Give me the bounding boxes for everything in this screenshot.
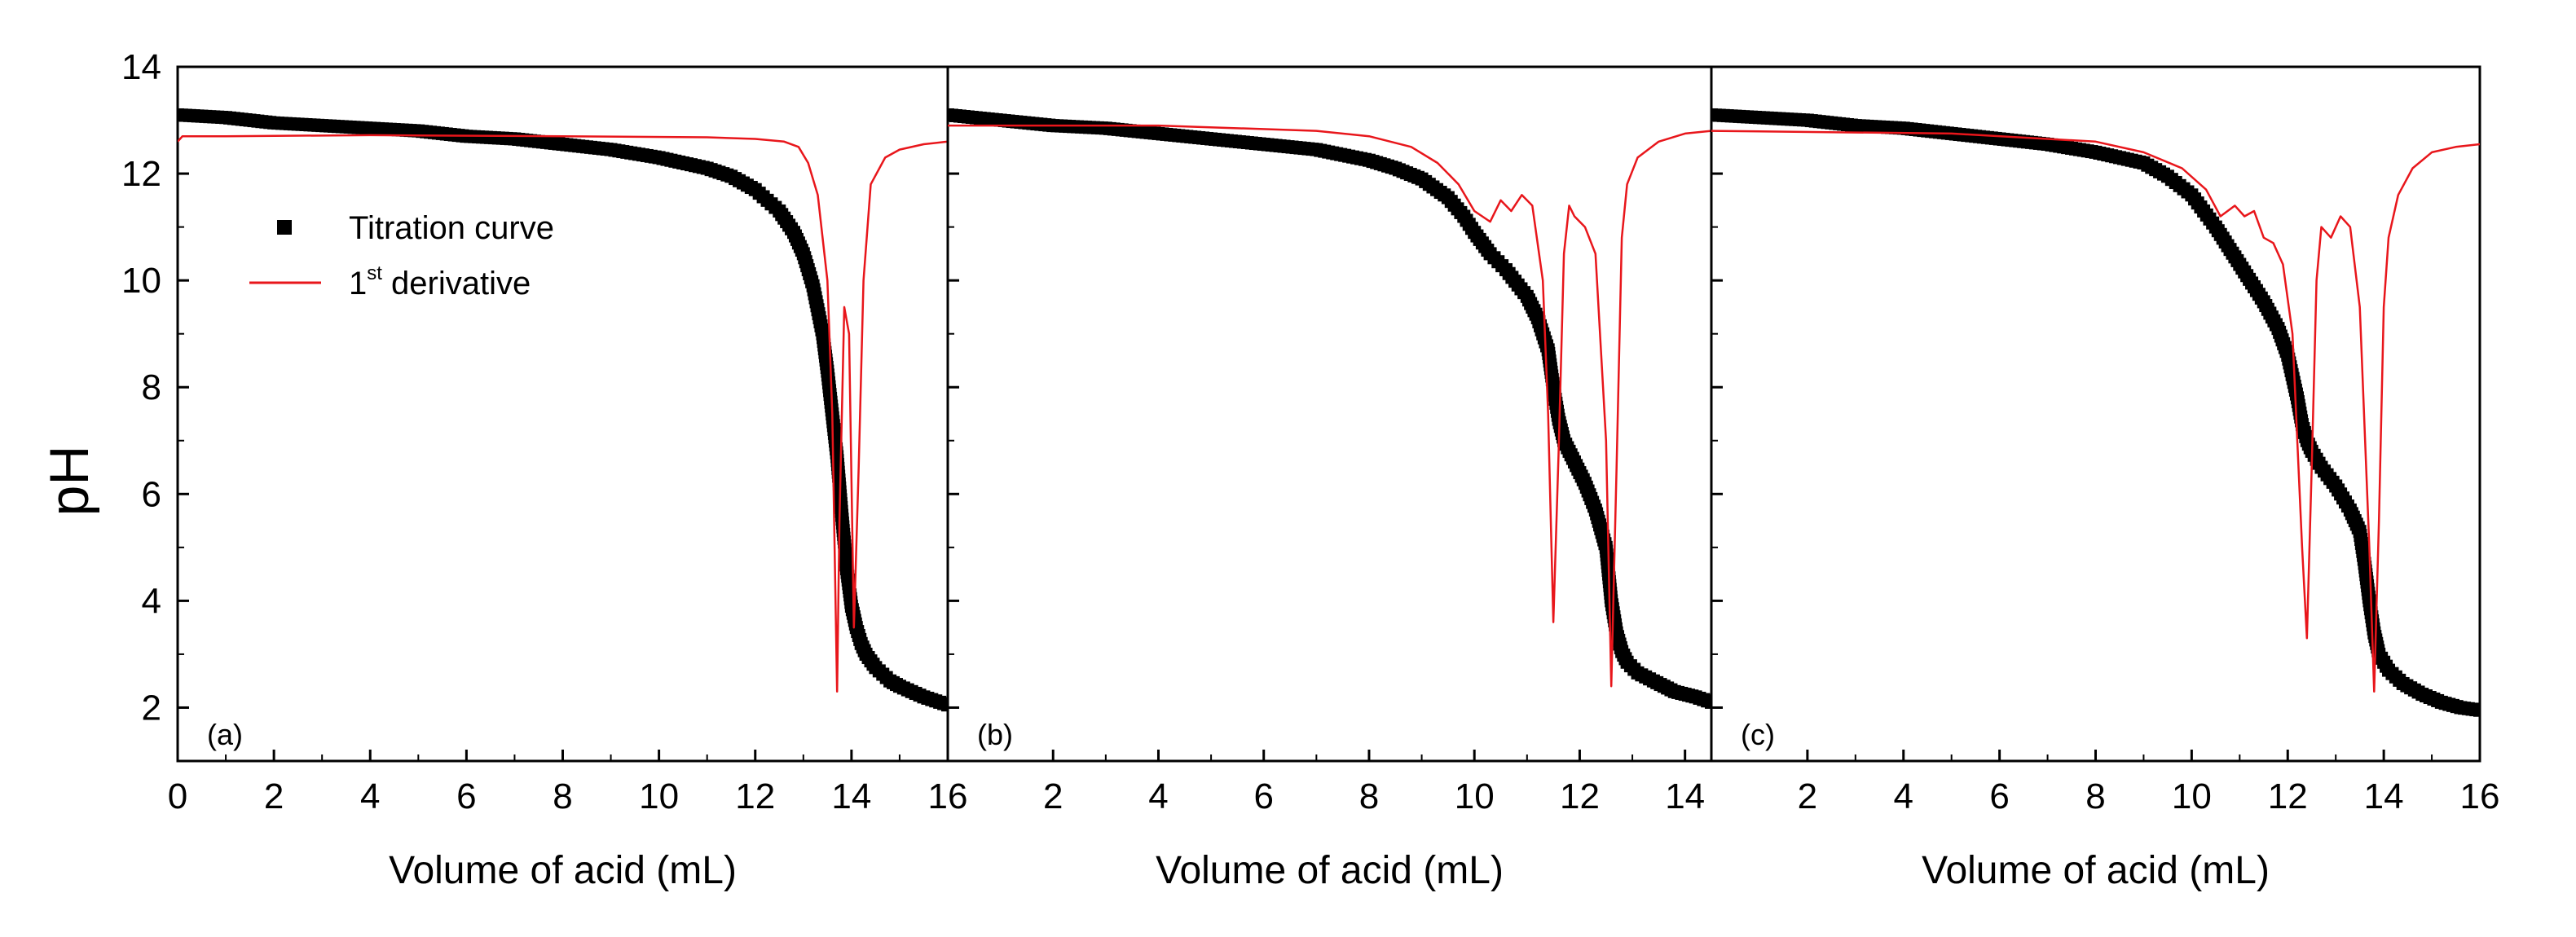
x-tick-label: 6: [456, 776, 476, 816]
x-tick-label: 2: [1798, 776, 1817, 816]
x-tick-label: 2: [264, 776, 284, 816]
x-tick-label: 14: [2364, 776, 2404, 816]
derivative-line: [1711, 130, 2480, 693]
x-tick-label: 14: [1665, 776, 1705, 816]
x-tick-label: 8: [553, 776, 572, 816]
panel-label: (b): [977, 718, 1013, 751]
legend-label-derivative: 1st derivative: [349, 262, 531, 301]
x-axis-title: Volume of acid (mL): [1156, 849, 1504, 892]
x-tick-label: 16: [2460, 776, 2500, 816]
titration-point: [2473, 703, 2480, 717]
x-tick-label: 12: [735, 776, 775, 816]
x-tick-label: 12: [1560, 776, 1600, 816]
y-tick-label: 6: [142, 474, 161, 514]
plot-frame: [946, 65, 1713, 763]
x-tick-label: 10: [1455, 776, 1495, 816]
y-tick-label: 10: [121, 261, 161, 301]
x-tick-label: 6: [1989, 776, 2009, 816]
y-tick-label: 2: [142, 688, 161, 728]
x-tick-label: 4: [1894, 776, 1913, 816]
panel-0: 0 2 4 6 8 10 12 14 16 2 4 6 8 10 12 14 Volume of acid (m…: [121, 47, 967, 892]
x-tick-label: 4: [1148, 776, 1168, 816]
x-tick-label: 12: [2268, 776, 2308, 816]
x-tick-label: 6: [1253, 776, 1273, 816]
x-tick-label: 14: [831, 776, 871, 816]
titration-curve-series: [948, 108, 1711, 709]
plot-area: [178, 108, 948, 712]
plot-area: [948, 108, 1711, 709]
x-tick-label: 16: [928, 776, 968, 816]
titration-point: [1705, 695, 1711, 709]
titration-curve-series: [1711, 108, 2480, 717]
y-tick-label: 4: [142, 581, 161, 621]
legend: Titration curve 1st derivative: [249, 210, 554, 301]
x-tick-label: 0: [168, 776, 187, 816]
x-axis-title: Volume of acid (mL): [1922, 849, 2270, 892]
derivative-line: [178, 134, 948, 693]
panel-label: (c): [1741, 718, 1775, 751]
x-tick-label: 10: [639, 776, 679, 816]
legend-marker-titration: [277, 220, 292, 235]
plot-area: [1711, 108, 2480, 717]
panel-2: 2 4 6 8 10 12 14 16 Volume of acid (mL) (c): [1710, 65, 2500, 892]
x-tick-label: 8: [2085, 776, 2105, 816]
panel-1: 2 4 6 8 10 12 14 Volume of acid (mL) (b): [946, 65, 1713, 892]
x-tick-label: 8: [1359, 776, 1379, 816]
derivative-line: [948, 124, 1711, 688]
titration-point: [941, 698, 948, 712]
legend-label-titration: Titration curve: [349, 210, 554, 246]
x-tick-label: 2: [1043, 776, 1063, 816]
y-axis-title: pH: [38, 446, 100, 517]
y-tick-label: 14: [121, 47, 161, 87]
x-tick-label: 4: [360, 776, 380, 816]
panel-label: (a): [207, 718, 243, 751]
chart-panels: 0 2 4 6 8 10 12 14 16 2 4 6 8 10 12 14 Volume of acid (m…: [121, 47, 2499, 892]
x-tick-label: 10: [2172, 776, 2212, 816]
y-tick-label: 8: [142, 367, 161, 407]
x-axis-title: Volume of acid (mL): [389, 849, 737, 892]
y-tick-label: 12: [121, 154, 161, 194]
